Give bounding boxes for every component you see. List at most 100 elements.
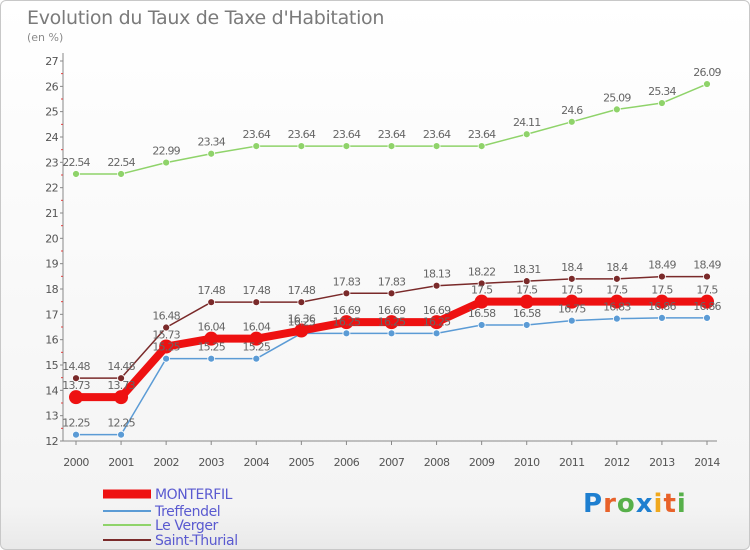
series-point: [654, 294, 669, 309]
data-label: 18.31: [513, 263, 541, 276]
data-label: 16.58: [468, 307, 496, 320]
series-point: [207, 354, 216, 363]
series-point: [297, 298, 306, 307]
x-tick-label: 2000: [63, 456, 89, 469]
legend-label: Saint-Thurial: [155, 533, 238, 549]
data-label: 17.5: [561, 284, 583, 297]
series-point: [252, 142, 261, 151]
series-point: [477, 142, 486, 151]
series-point: [429, 315, 444, 330]
logo-letter: x: [635, 489, 654, 519]
x-tick-label: 2006: [334, 456, 360, 469]
logo-letter: i: [676, 489, 687, 519]
data-label: 23.34: [197, 136, 225, 149]
data-label: 15.25: [152, 341, 180, 354]
data-label: 16.86: [648, 300, 676, 313]
series-point: [69, 390, 83, 405]
data-label: 23.64: [378, 128, 406, 141]
series-point: [342, 329, 351, 338]
series-point: [567, 316, 576, 325]
data-label: 18.22: [468, 265, 496, 278]
series-point: [387, 142, 396, 151]
series-point: [612, 274, 621, 283]
series-point: [703, 313, 711, 322]
data-label: 22.54: [62, 156, 90, 169]
chart-title: Evolution du Taux de Taxe d'Habitation: [27, 7, 385, 29]
data-label: 16.25: [288, 315, 316, 328]
data-label: 16.25: [333, 315, 361, 328]
series-point: [342, 289, 351, 298]
series-point: [522, 321, 531, 329]
series-point: [658, 272, 666, 281]
data-label: 26.09: [693, 66, 721, 79]
series-point: [477, 279, 486, 288]
series-point: [204, 331, 219, 346]
series-point: [703, 272, 711, 281]
series-point: [252, 354, 261, 363]
series-point: [477, 321, 486, 329]
series-point: [294, 323, 309, 338]
series-point: [387, 329, 396, 338]
series-point: [207, 149, 216, 158]
series-point: [342, 142, 351, 151]
x-tick-label: 2003: [198, 456, 224, 469]
x-tick-label: 2007: [379, 456, 405, 469]
series-point: [339, 315, 354, 330]
data-label: 25.09: [603, 91, 631, 104]
data-label: 23.64: [468, 128, 496, 141]
series-point: [432, 281, 441, 290]
series-point: [117, 374, 125, 383]
data-label: 15.25: [197, 341, 225, 354]
series-point: [252, 298, 261, 307]
data-label: 17.48: [243, 284, 271, 297]
series-point: [519, 294, 534, 309]
y-tick-label: 17: [45, 308, 58, 321]
data-label: 16.25: [423, 315, 451, 328]
logo-letter: i: [653, 489, 664, 519]
data-label: 16.69: [333, 304, 361, 317]
series-point: [658, 99, 666, 107]
series-point: [609, 294, 624, 309]
series-point: [162, 323, 171, 332]
data-label: 16.86: [693, 300, 721, 313]
data-label: 16.25: [378, 315, 406, 328]
series-point: [384, 315, 399, 330]
y-tick-label: 15: [45, 359, 58, 372]
series-point: [567, 117, 576, 126]
x-tick-label: 2009: [469, 456, 495, 469]
data-label: 16.83: [603, 301, 631, 314]
series-point: [249, 331, 264, 346]
logo-letter: t: [663, 489, 677, 519]
x-tick-label: 2011: [559, 456, 585, 469]
y-tick-label: 20: [45, 232, 58, 245]
data-label: 16.04: [243, 321, 271, 334]
data-label: 13.73: [107, 379, 135, 392]
series-point: [387, 289, 396, 298]
data-label: 17.5: [606, 284, 628, 297]
data-label: 23.64: [333, 128, 361, 141]
data-label: 18.4: [561, 261, 583, 274]
y-tick-label: 18: [45, 283, 58, 296]
data-label: 15.73: [152, 329, 180, 342]
data-label: 13.73: [62, 379, 90, 392]
y-tick-label: 22: [45, 182, 58, 195]
y-tick-label: 21: [45, 207, 58, 220]
series-point: [432, 142, 441, 151]
proxiti-logo: Proxiti: [583, 489, 687, 519]
data-label: 17.5: [516, 284, 538, 297]
data-label: 17.5: [471, 284, 493, 297]
data-label: 23.64: [243, 128, 271, 141]
series-point: [159, 339, 174, 354]
data-label: 17.48: [288, 284, 316, 297]
series-point: [522, 277, 531, 286]
series-point: [658, 313, 666, 322]
series-point: [117, 170, 125, 178]
x-tick-label: 2012: [604, 456, 630, 469]
data-label: 12.25: [62, 417, 90, 430]
legend-label: MONTERFIL: [155, 487, 233, 503]
chart-subtitle: (en %): [27, 31, 64, 44]
series-point: [612, 314, 621, 323]
x-tick-label: 2008: [424, 456, 450, 469]
data-label: 16.36: [288, 313, 316, 326]
data-label: 14.48: [62, 360, 90, 373]
